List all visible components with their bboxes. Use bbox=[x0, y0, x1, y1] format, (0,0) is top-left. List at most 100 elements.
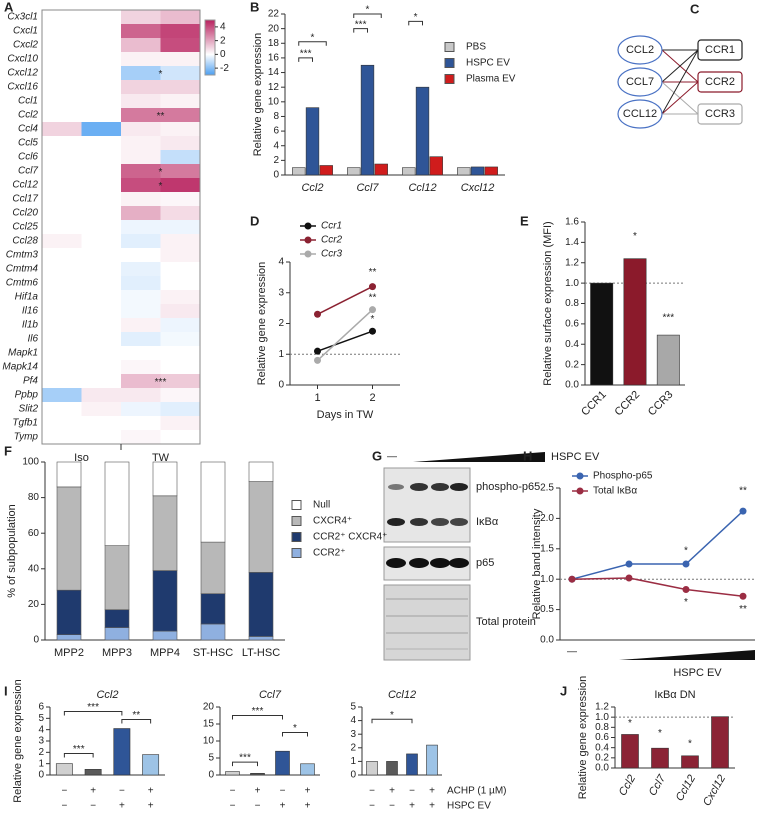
heat-cell bbox=[42, 206, 82, 221]
y-tick-label: 0.2 bbox=[595, 752, 609, 763]
band bbox=[409, 558, 429, 568]
condition-sign: + bbox=[280, 801, 286, 812]
blot-box bbox=[383, 467, 471, 543]
x-axis-label: HSPC EV bbox=[673, 667, 722, 679]
heat-cell bbox=[42, 136, 82, 151]
condition-sign: − bbox=[230, 786, 236, 797]
heat-cell bbox=[42, 94, 82, 109]
legend-label: Ccr1 bbox=[321, 221, 342, 232]
bar bbox=[225, 771, 240, 776]
row-label: Cmtm6 bbox=[6, 278, 39, 289]
source-label: CCL7 bbox=[626, 76, 654, 88]
bar bbox=[305, 107, 320, 176]
y-tick-label: 0.8 bbox=[595, 722, 609, 733]
heat-cell bbox=[160, 332, 201, 347]
bar bbox=[681, 755, 699, 769]
heat-cell bbox=[42, 318, 82, 333]
bar bbox=[386, 761, 398, 776]
source-node bbox=[617, 35, 663, 65]
heat-cell bbox=[160, 122, 201, 137]
band bbox=[430, 558, 450, 568]
band bbox=[386, 632, 468, 634]
series-line bbox=[571, 577, 744, 597]
condition-sign: − bbox=[369, 786, 375, 797]
heat-cell bbox=[81, 416, 122, 431]
condition-sign: + bbox=[119, 801, 125, 812]
x-tick-label: CCR3 bbox=[646, 389, 676, 419]
condition-sign: − bbox=[90, 801, 96, 812]
y-tick-label: 2.0 bbox=[540, 513, 554, 524]
chart-title: Ccl7 bbox=[259, 689, 282, 701]
condition-name: HSPC EV bbox=[447, 801, 491, 812]
legend-label: CXCR4⁺ bbox=[313, 516, 352, 527]
y-tick-label: 0.5 bbox=[540, 604, 554, 615]
legend-swatch bbox=[444, 42, 455, 52]
legend-label: Phospho-p65 bbox=[593, 471, 653, 482]
edge bbox=[661, 49, 699, 115]
bar bbox=[457, 167, 471, 176]
legend-swatch bbox=[444, 74, 455, 84]
significance: * bbox=[311, 32, 315, 43]
condition-sign: + bbox=[255, 786, 261, 797]
group-label: Iso bbox=[74, 452, 89, 464]
legend-marker bbox=[576, 472, 584, 480]
bar bbox=[292, 167, 306, 176]
bar bbox=[429, 156, 443, 176]
y-tick-label: 0 bbox=[350, 770, 356, 781]
bar-segment bbox=[152, 570, 178, 632]
significance: ** bbox=[739, 604, 747, 615]
heat-cell bbox=[42, 10, 82, 25]
row-label: Ccl2 bbox=[18, 110, 38, 121]
bar-segment bbox=[152, 461, 178, 497]
blot-row-label: Total protein bbox=[476, 616, 536, 628]
panel-label: F bbox=[4, 443, 12, 458]
band bbox=[386, 598, 468, 600]
legend-label: Null bbox=[313, 500, 330, 511]
heat-cell bbox=[160, 136, 201, 151]
heat-cell bbox=[121, 290, 161, 305]
bar bbox=[470, 166, 485, 176]
heat-cell bbox=[121, 164, 161, 179]
heat-cell bbox=[81, 234, 122, 249]
heat-cell bbox=[42, 52, 82, 67]
row-label: Cxcl12 bbox=[7, 68, 38, 79]
x-tick-label: Ccl2 bbox=[301, 182, 323, 194]
bar bbox=[113, 728, 131, 776]
y-tick-label: 0.4 bbox=[565, 339, 579, 350]
significance: * bbox=[688, 738, 692, 749]
heat-cell bbox=[121, 66, 161, 81]
row-label: Ccl17 bbox=[12, 194, 38, 205]
significance: *** bbox=[300, 49, 312, 60]
x-tick-label: MPP3 bbox=[102, 647, 132, 659]
heat-cell bbox=[42, 38, 82, 53]
point bbox=[314, 310, 321, 318]
y-tick-label: 2 bbox=[38, 747, 44, 758]
y-tick-label: 80 bbox=[28, 492, 40, 503]
dose-triangle bbox=[619, 650, 755, 660]
heat-cell bbox=[121, 262, 161, 277]
y-axis-label: Relative surface expression (MFI) bbox=[542, 221, 554, 385]
legend-label: Total IκBα bbox=[593, 486, 637, 497]
bar-segment bbox=[248, 636, 274, 641]
bar bbox=[402, 167, 416, 176]
heat-cell bbox=[81, 332, 122, 347]
heat-cell bbox=[81, 150, 122, 165]
x-tick-label: Ccl7 bbox=[647, 772, 669, 798]
bar-segment bbox=[56, 634, 82, 641]
band bbox=[449, 558, 469, 568]
y-tick-label: 0.4 bbox=[595, 742, 609, 753]
panel-label: C bbox=[690, 1, 700, 16]
y-axis-label: Relative band intensity bbox=[531, 508, 543, 619]
heat-cell bbox=[121, 108, 161, 123]
y-tick-label: 2.5 bbox=[540, 483, 554, 494]
y-tick-label: 0 bbox=[208, 770, 214, 781]
x-tick-label: Ccl12 bbox=[674, 773, 698, 803]
y-tick-label: 1 bbox=[278, 349, 284, 360]
y-tick-label: 40 bbox=[28, 563, 40, 574]
row-label: Mapk14 bbox=[2, 362, 38, 373]
significance-bracket bbox=[121, 718, 152, 724]
heat-cell bbox=[160, 164, 201, 179]
chart-title: Ccl12 bbox=[388, 689, 416, 701]
bar bbox=[84, 769, 102, 776]
